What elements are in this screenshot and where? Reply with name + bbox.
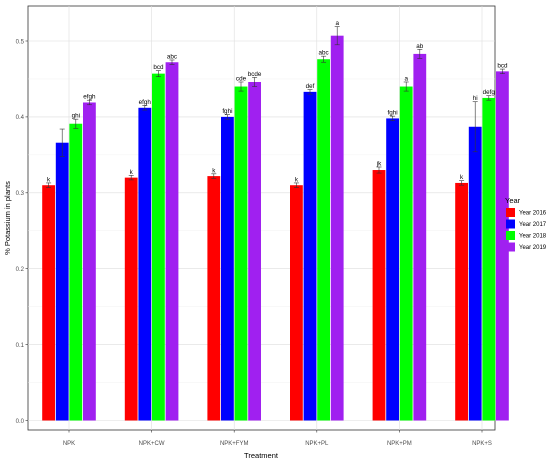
x-tick-label: NPK+PM [387,441,412,447]
bar [290,185,303,421]
bar [496,71,509,421]
bar-label: abc [319,50,329,57]
y-tick-label: 0.0 [16,419,25,425]
bar-label: cde [236,75,247,82]
bar-label: def [306,83,315,90]
bar-label: ab [416,43,424,50]
bar [152,73,165,421]
bar-label: bcd [497,63,508,70]
bar [330,35,344,421]
bar-label: a [335,20,339,27]
legend-label: Year 2018 [519,234,547,240]
bar-label: efgh [139,99,152,106]
bars [42,35,509,421]
bar-label: hi [473,95,478,102]
x-tick-label: NPK+FYM [220,441,249,447]
significance-labels: k k k k jk k efgh fghi def fghi hi ghi bcd cde abc a def… [47,20,508,183]
bar [248,81,261,421]
legend-label: Year 2019 [519,245,547,251]
legend-swatch [506,242,515,252]
bar [83,102,96,421]
bar [42,185,55,421]
bar [317,59,330,421]
bar [207,176,221,421]
bar [399,86,413,421]
bar-label: k [295,176,299,183]
error-bars [46,26,505,188]
x-axis-title: Treatment [244,451,279,460]
bar-label: bcde [248,71,262,78]
bar-label: efgh [83,94,96,101]
bar [303,91,317,421]
legend-swatch [506,219,515,229]
x-tick-label: NPK [63,441,75,447]
bar [124,177,138,421]
bar [372,170,386,421]
axes: 0.0 0.1 0.2 0.3 0.4 0.5 NPK NPK+CW NPK+FYM NPK+PL… [16,39,492,447]
y-tick-label: 0.2 [16,267,25,273]
bar-label: ghi [72,113,80,120]
y-tick-label: 0.3 [16,191,25,197]
bar-label: jk [376,160,382,167]
bar [165,62,179,421]
bar [468,126,482,421]
legend-title: Year [505,196,521,205]
bar-label: defg [483,89,496,96]
y-axis-title: % Potassium in plants [3,181,12,255]
bar [69,123,83,421]
bar [234,86,248,421]
bar [138,107,152,421]
legend-items: Year 2016 Year 2017 Year 2018 Year 2019 [506,208,547,252]
bar-label: k [212,167,216,174]
bar [482,97,496,421]
bar [413,53,427,421]
legend-swatch [506,208,515,217]
bar-label: k [460,174,464,181]
x-tick-label: NPK+CW [139,441,165,447]
bar [55,142,69,421]
bar [221,116,234,421]
bar-label: fghi [222,108,232,115]
y-tick-label: 0.4 [16,115,25,121]
bar-label: k [47,176,51,183]
bar-label: bcd [153,64,164,71]
legend-swatch [506,231,515,240]
bar-label: k [130,169,134,176]
bar-label: fghi [388,110,398,117]
y-tick-label: 0.5 [16,39,25,45]
y-tick-label: 0.1 [16,343,25,349]
bar-label: a [404,75,408,82]
legend-label: Year 2017 [519,222,547,228]
bar [455,182,468,421]
x-tick-label: NPK+S [472,441,492,447]
bar [386,118,399,421]
x-tick-label: NPK+PL [305,441,329,447]
legend-label: Year 2016 [519,211,547,217]
bar-label: abc [167,53,177,60]
